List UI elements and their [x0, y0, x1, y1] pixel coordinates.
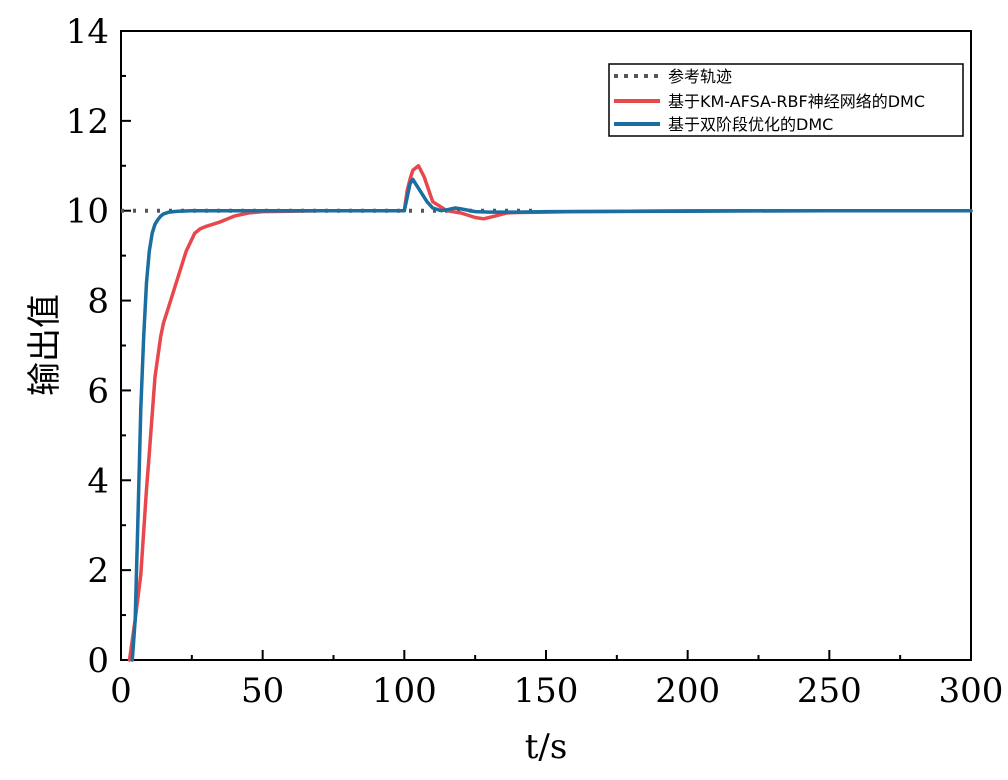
y-tick-label: 12 [66, 102, 109, 142]
y-tick-label: 10 [66, 192, 109, 232]
x-tick-label: 150 [514, 671, 579, 711]
y-axis-title: 输出值 [25, 294, 65, 396]
x-tick-label: 200 [655, 671, 720, 711]
y-tick-label: 14 [66, 12, 109, 52]
y-tick-label: 2 [87, 551, 109, 591]
x-tick-label: 0 [110, 671, 132, 711]
x-tick-label: 250 [797, 671, 862, 711]
legend-label-two-stage: 基于双阶段优化的DMC [668, 115, 833, 134]
y-tick-label: 0 [87, 641, 109, 681]
series-line-km-afsa-rbf-dmc [127, 164, 973, 662]
x-tick-label: 300 [939, 671, 1004, 711]
y-tick-label: 4 [87, 461, 109, 501]
x-axis-title: t/s [525, 727, 568, 767]
legend: 参考轨迹 基于KM-AFSA-RBF神经网络的DMC 基于双阶段优化的DMC [608, 63, 964, 137]
x-tick-label: 50 [241, 671, 284, 711]
x-tick-label: 100 [372, 671, 437, 711]
legend-box [608, 63, 964, 137]
legend-label-reference: 参考轨迹 [668, 67, 732, 86]
y-tick-label: 6 [87, 371, 109, 411]
y-tick-label: 8 [87, 282, 109, 322]
series-lines [121, 164, 973, 662]
tick-labels: 0 50 100 150 200 250 300 0 2 4 6 8 10 12 14 [66, 12, 1004, 711]
series-line-two-stage-dmc [130, 177, 973, 662]
legend-label-km-afsa: 基于KM-AFSA-RBF神经网络的DMC [668, 92, 925, 111]
